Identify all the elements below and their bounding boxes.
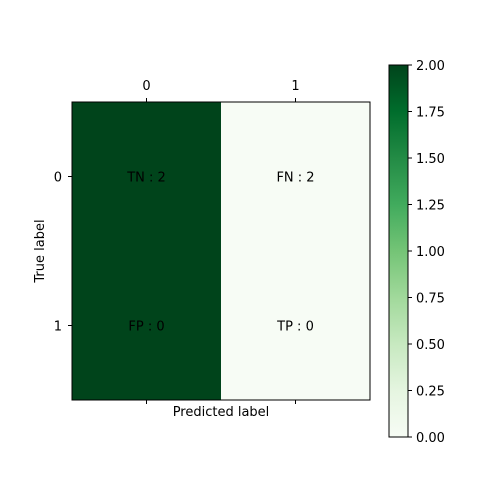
- cell-label: TN : 2: [126, 171, 166, 186]
- x-tick-label: 1: [291, 79, 299, 94]
- y-axis-label: True label: [33, 219, 48, 283]
- colorbar-tick-label: 1.50: [416, 152, 445, 167]
- colorbar: 0.00 0.25 0.50 0.75 1.00 1.25 1.50 1.75 2.00: [389, 59, 445, 446]
- colorbar-tick-label: 0.75: [416, 292, 445, 307]
- colorbar-tick-label: 0.25: [416, 385, 445, 400]
- colorbar-tick-label: 1.75: [416, 106, 445, 121]
- colorbar-tick-label: 1.25: [416, 199, 445, 214]
- colorbar-tick-label: 0.00: [416, 431, 445, 446]
- y-tick-labels: 01: [54, 171, 72, 335]
- cell-label: TP : 0: [276, 320, 314, 335]
- x-tick-label: 0: [142, 79, 150, 94]
- cell-label: FP : 0: [128, 320, 164, 335]
- heatmap-cells: [72, 102, 371, 401]
- colorbar-tick-label: 2.00: [416, 59, 445, 74]
- y-tick-label: 0: [54, 171, 62, 186]
- cell-label: FN : 2: [276, 171, 314, 186]
- colorbar-ticks: 0.00 0.25 0.50 0.75 1.00 1.25 1.50 1.75 2.00: [408, 59, 445, 446]
- colorbar-tick-label: 1.00: [416, 245, 445, 260]
- colorbar-fill: [389, 65, 408, 437]
- colorbar-tick-label: 0.50: [416, 338, 445, 353]
- y-tick-label: 1: [54, 320, 62, 335]
- x-axis-label: Predicted label: [173, 405, 270, 420]
